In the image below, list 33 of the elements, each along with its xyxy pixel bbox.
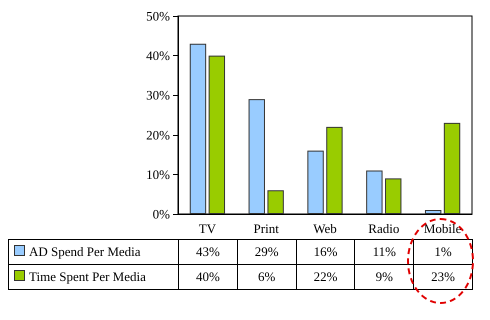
- y-tick-label: 50%: [146, 8, 170, 24]
- data-label: 6%: [237, 264, 296, 290]
- bar: [366, 170, 383, 214]
- data-label: 1%: [414, 240, 472, 264]
- bar: [326, 126, 343, 214]
- data-label: 29%: [237, 240, 296, 264]
- y-tick-label: 20%: [146, 127, 170, 142]
- data-label: 40%: [178, 264, 238, 290]
- bar: [424, 210, 442, 214]
- y-tick-label: 40%: [146, 48, 170, 64]
- data-label: 16%: [296, 240, 355, 264]
- bar: [190, 44, 206, 214]
- x-tick-label: Radio: [368, 221, 400, 236]
- y-tick-label: 0%: [152, 206, 170, 222]
- bar: [248, 99, 265, 214]
- data-label: 11%: [354, 240, 414, 264]
- y-tick-label: 10%: [146, 166, 170, 182]
- data-label: 22%: [296, 264, 355, 290]
- bar: [385, 178, 402, 214]
- y-tick-label: 30%: [146, 88, 170, 103]
- data-label: 9%: [354, 264, 414, 290]
- bar: [307, 150, 324, 214]
- x-tick-label: Mobile: [424, 221, 462, 236]
- x-tick-label: Print: [254, 221, 280, 236]
- x-tick-label: Web: [313, 221, 337, 236]
- data-label: 43%: [178, 240, 238, 264]
- bar: [208, 56, 226, 214]
- bar: [444, 122, 460, 214]
- x-tick-label: TV: [198, 221, 217, 236]
- bar: [267, 190, 284, 214]
- legend-label: AD Spend Per Media: [29, 244, 141, 259]
- data-label: 23%: [414, 264, 472, 290]
- legend-label: Time Spent Per Media: [29, 269, 146, 284]
